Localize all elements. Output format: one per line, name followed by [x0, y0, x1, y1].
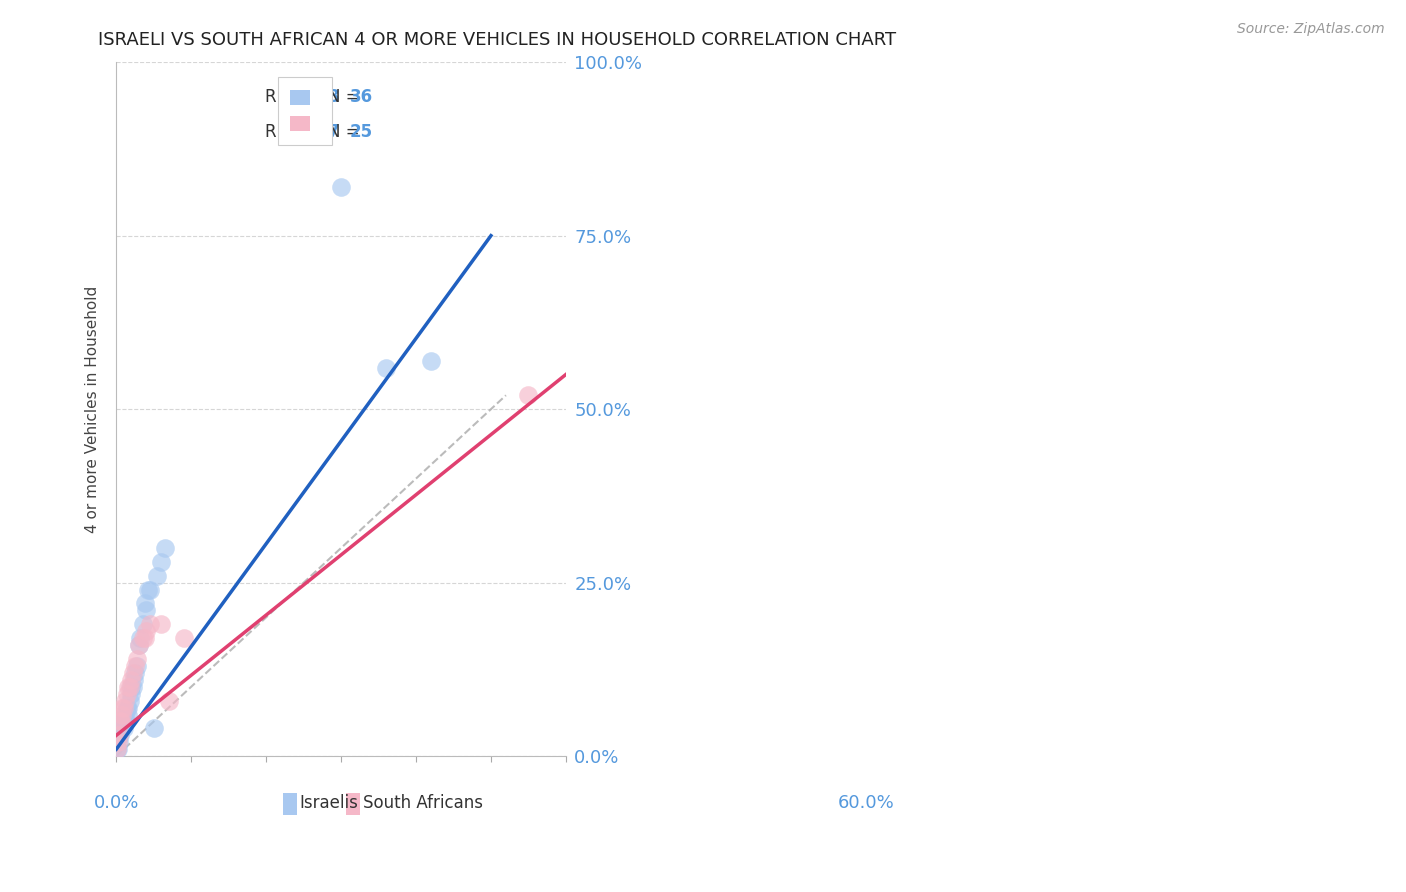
Point [157, 693, 180, 707]
Point [153, 541, 176, 555]
Text: 36: 36 [350, 87, 373, 106]
Point [111, 700, 134, 714]
Text: 0.857: 0.857 [287, 122, 340, 141]
Point [118, 693, 141, 707]
Point [110, 722, 132, 736]
Point [117, 700, 139, 714]
Point [134, 597, 156, 611]
Point [124, 665, 146, 680]
Point [108, 714, 131, 729]
Point [105, 742, 128, 756]
Point [128, 638, 150, 652]
Point [115, 714, 138, 729]
Text: 60.0%: 60.0% [837, 795, 894, 813]
Point [142, 722, 165, 736]
Point [115, 687, 138, 701]
Text: N =: N = [328, 87, 364, 106]
Point [107, 742, 129, 756]
Text: 25: 25 [350, 122, 373, 141]
Point [517, 388, 540, 402]
Point [110, 722, 132, 736]
Point [139, 617, 162, 632]
Text: Source: ZipAtlas.com: Source: ZipAtlas.com [1237, 22, 1385, 37]
Text: N =: N = [328, 122, 364, 141]
Text: Israelis: Israelis [299, 795, 359, 813]
Text: R =: R = [264, 122, 301, 141]
Point [136, 582, 159, 597]
Text: R =: R = [264, 87, 301, 106]
Point [330, 180, 353, 194]
Point [135, 624, 157, 639]
Point [114, 693, 136, 707]
Point [121, 680, 143, 694]
Point [107, 735, 129, 749]
Point [121, 665, 143, 680]
Point [134, 631, 156, 645]
Point [122, 673, 145, 687]
Point [150, 555, 173, 569]
Point [173, 631, 195, 645]
Point [128, 638, 150, 652]
Point [108, 728, 131, 742]
Point [127, 659, 149, 673]
Point [131, 631, 153, 645]
FancyBboxPatch shape [346, 793, 360, 815]
Point [117, 680, 139, 694]
Point [124, 659, 146, 673]
Point [112, 722, 135, 736]
Point [105, 742, 128, 756]
Point [120, 687, 142, 701]
Text: 0.0%: 0.0% [94, 795, 139, 813]
Point [118, 680, 141, 694]
Point [120, 680, 142, 694]
Point [135, 603, 157, 617]
Point [117, 707, 139, 722]
Point [115, 700, 138, 714]
Point [146, 568, 169, 582]
Point [127, 652, 149, 666]
FancyBboxPatch shape [283, 793, 297, 815]
Point [111, 714, 134, 729]
Point [114, 707, 136, 722]
Text: ISRAELI VS SOUTH AFRICAN 4 OR MORE VEHICLES IN HOUSEHOLD CORRELATION CHART: ISRAELI VS SOUTH AFRICAN 4 OR MORE VEHIC… [98, 31, 897, 49]
Point [107, 728, 129, 742]
Point [150, 617, 173, 632]
Point [131, 617, 153, 632]
Point [420, 353, 443, 368]
Text: 0.888: 0.888 [287, 87, 339, 106]
Point [112, 700, 135, 714]
Text: South Africans: South Africans [363, 795, 482, 813]
Point [139, 582, 162, 597]
Legend: , : , [278, 78, 332, 145]
Point [108, 728, 131, 742]
Y-axis label: 4 or more Vehicles in Household: 4 or more Vehicles in Household [86, 285, 100, 533]
Point [375, 360, 398, 375]
Point [114, 714, 136, 729]
Point [110, 707, 132, 722]
Point [110, 714, 132, 729]
Point [120, 673, 142, 687]
Point [107, 735, 129, 749]
Point [129, 631, 152, 645]
